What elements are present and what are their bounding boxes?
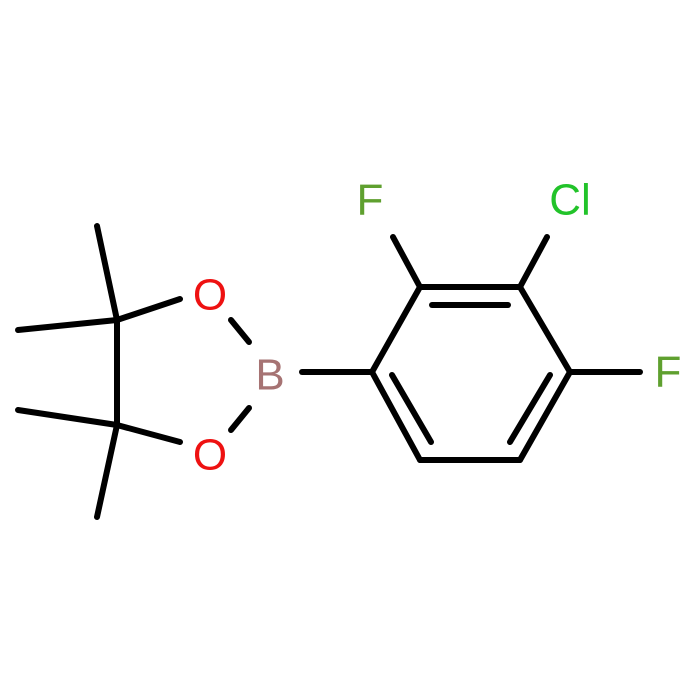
bond <box>369 284 423 375</box>
bond <box>114 422 183 445</box>
bond <box>390 234 423 290</box>
bond <box>517 369 573 463</box>
bond <box>507 372 553 445</box>
bond <box>15 317 120 333</box>
atom-label: O <box>193 271 227 320</box>
bond <box>369 369 423 463</box>
bond <box>228 405 252 433</box>
bonds <box>15 223 643 520</box>
bond <box>94 422 120 520</box>
bond <box>228 317 252 345</box>
atom-label: B <box>255 351 284 400</box>
bond <box>517 284 573 375</box>
bond <box>94 223 120 323</box>
atom-label: Cl <box>549 176 591 225</box>
bond <box>114 296 183 323</box>
atom-label: O <box>193 431 227 480</box>
atom-label: F <box>357 176 384 225</box>
bond <box>389 372 434 445</box>
atom-label: F <box>655 348 682 397</box>
bond <box>15 407 120 428</box>
bond <box>517 234 550 290</box>
